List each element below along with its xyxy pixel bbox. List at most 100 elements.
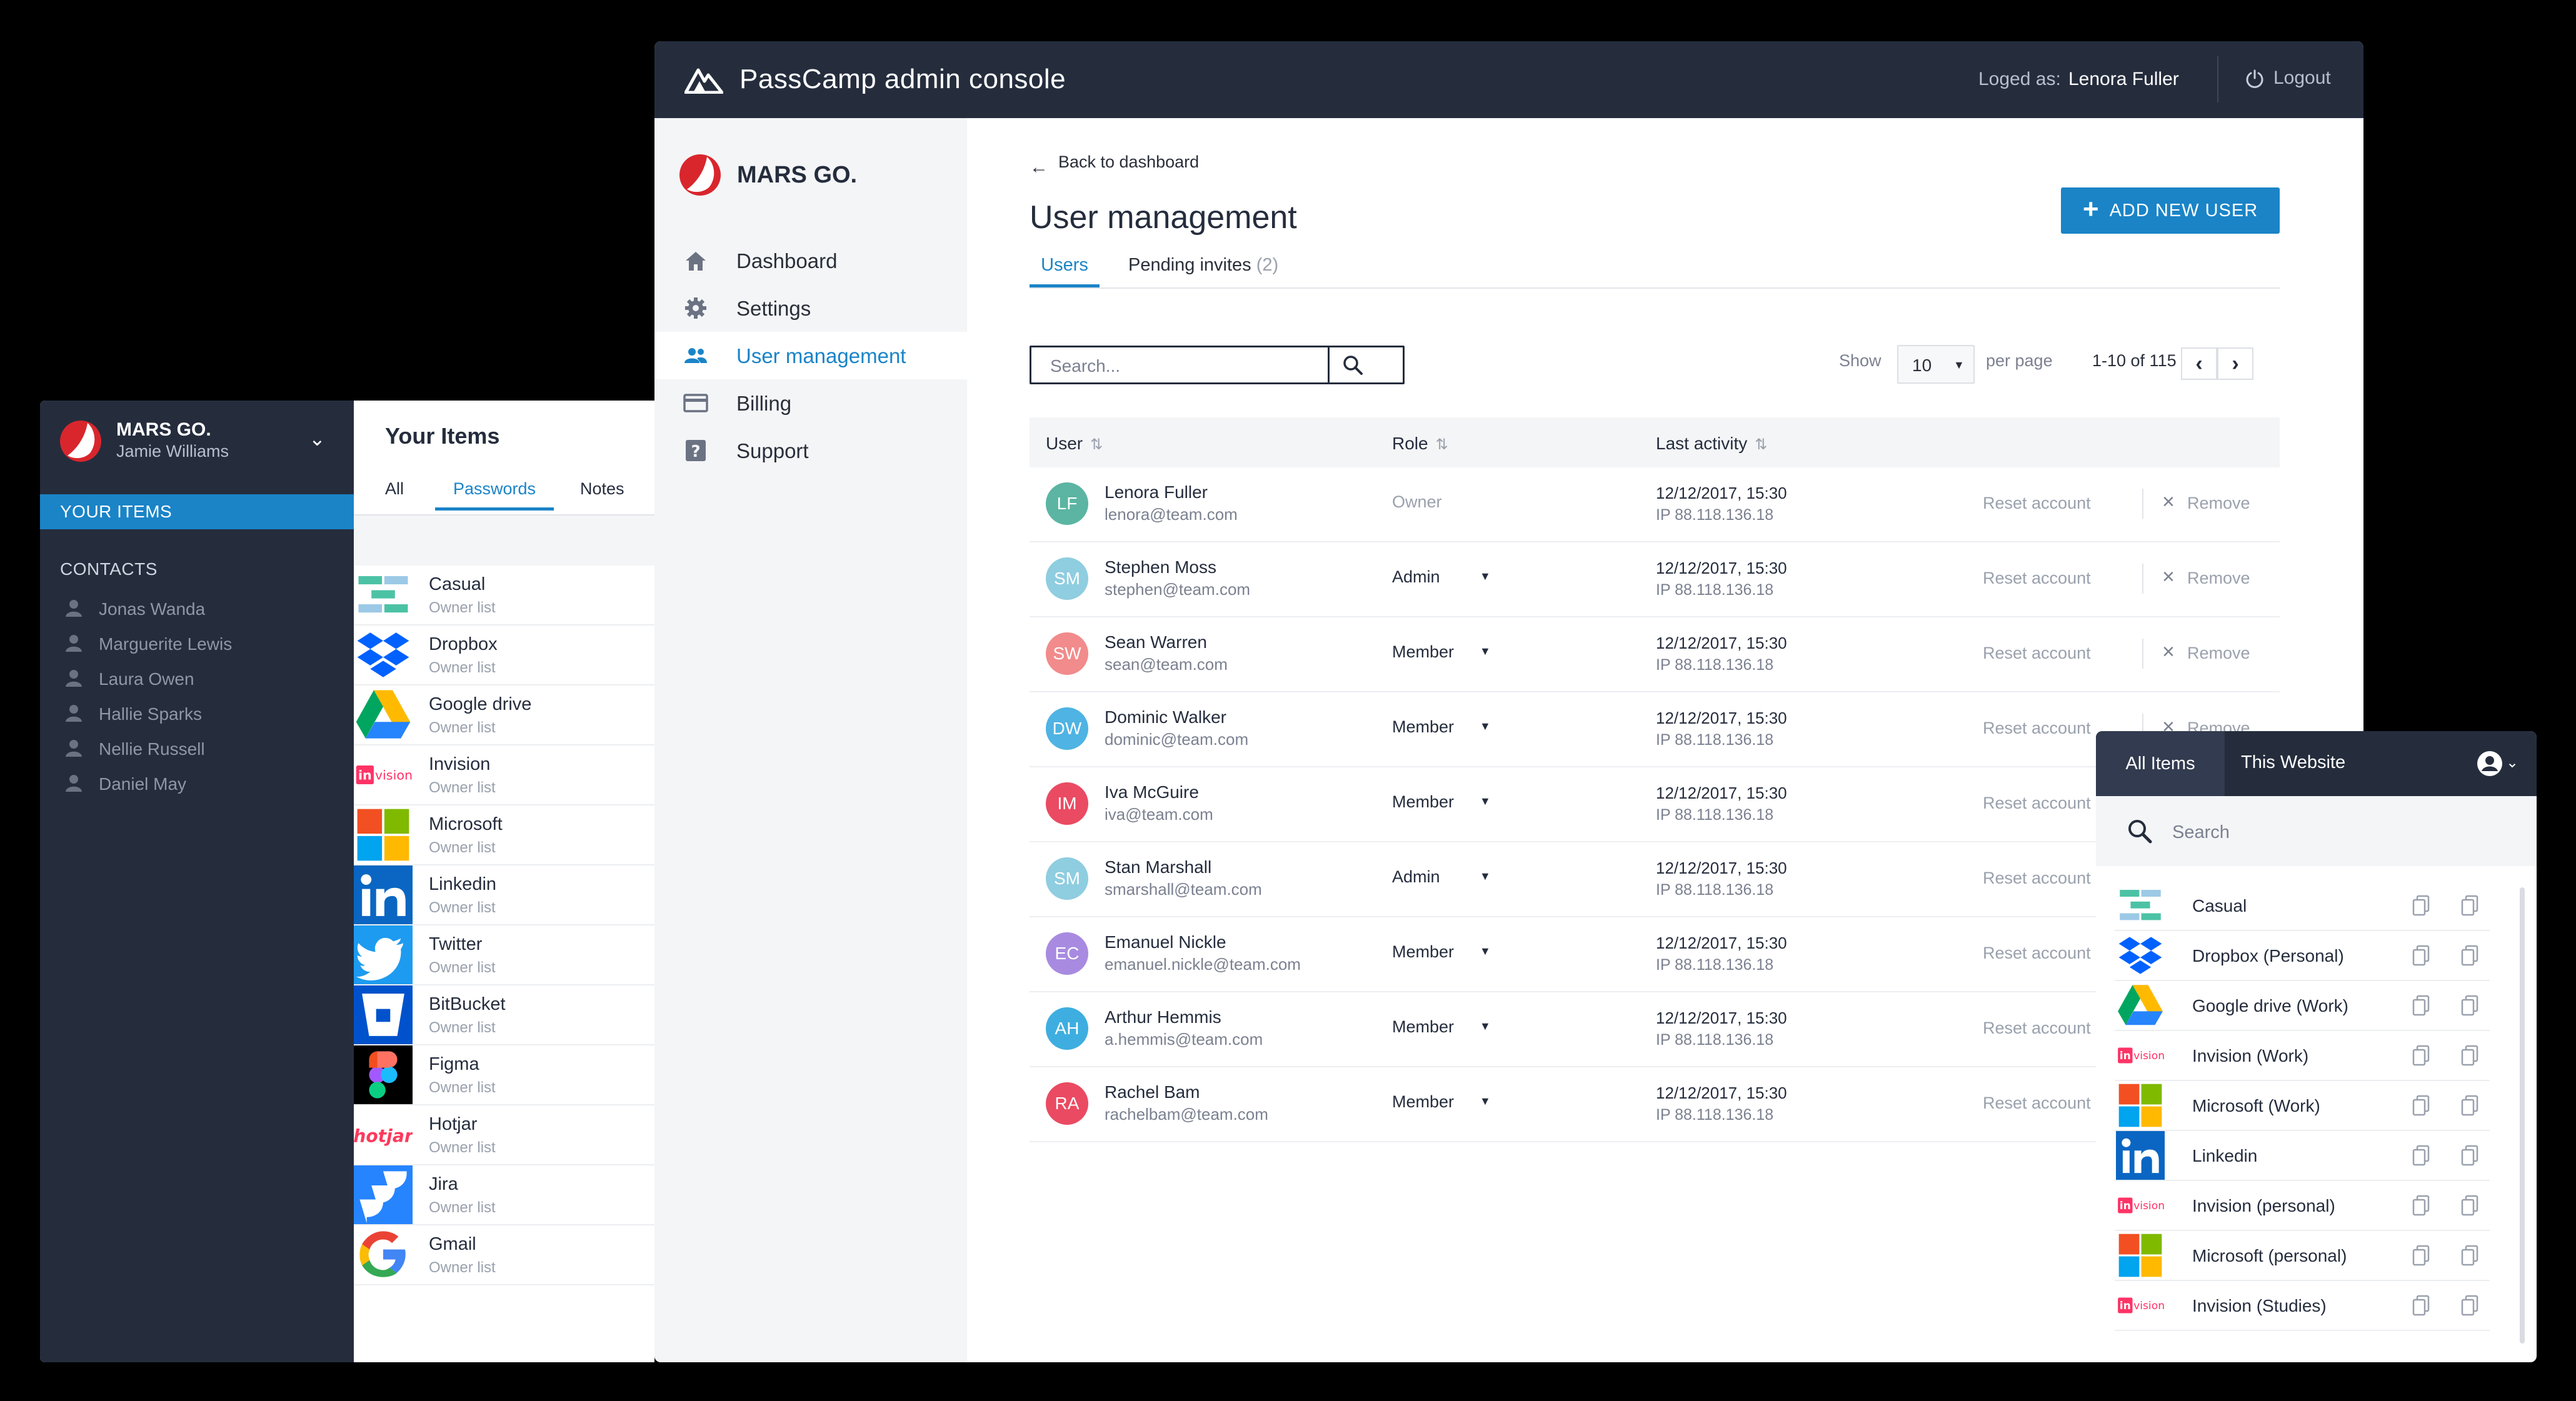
copy-password-icon[interactable]: [2461, 1245, 2478, 1266]
column-last-activity[interactable]: Last activity ⇅: [1656, 434, 1767, 454]
copy-password-icon[interactable]: [2461, 1095, 2478, 1116]
extension-item[interactable]: in vision Invision (Studies): [2115, 1281, 2490, 1331]
next-page-button[interactable]: ›: [2217, 347, 2253, 380]
caret-down-icon[interactable]: ▼: [1480, 570, 1491, 582]
tab-pending-invites[interactable]: Pending invites (2): [1128, 255, 1278, 276]
role-select[interactable]: Member: [1392, 792, 1455, 811]
vault-item[interactable]: Google drive Owner list: [354, 686, 654, 745]
back-arrow-icon[interactable]: ←: [1030, 157, 1048, 177]
copy-password-icon[interactable]: [2461, 1295, 2478, 1316]
vault-item[interactable]: BitBucket Owner list: [354, 985, 654, 1045]
copy-username-icon[interactable]: [2412, 1195, 2430, 1216]
extension-item[interactable]: in vision Invision (Work): [2115, 1031, 2490, 1081]
copy-username-icon[interactable]: [2412, 995, 2430, 1016]
role-select[interactable]: Member: [1392, 717, 1455, 736]
vault-item[interactable]: Figma Owner list: [354, 1045, 654, 1105]
extension-search-input[interactable]: Search: [2172, 822, 2230, 842]
caret-down-icon[interactable]: ▼: [1480, 1020, 1491, 1032]
column-user[interactable]: User ⇅: [1046, 434, 1103, 454]
extension-item[interactable]: Microsoft (Work): [2115, 1081, 2490, 1131]
reset-account-button[interactable]: Reset account: [1983, 794, 2091, 812]
tab-passwords[interactable]: Passwords: [435, 479, 554, 511]
copy-username-icon[interactable]: [2412, 1095, 2430, 1116]
vault-item[interactable]: Twitter Owner list: [354, 925, 654, 985]
reset-account-button[interactable]: Reset account: [1983, 1094, 2091, 1112]
vault-item[interactable]: hotjar Hotjar Owner list: [354, 1105, 654, 1165]
extension-item[interactable]: Microsoft (personal): [2115, 1231, 2490, 1281]
reset-account-button[interactable]: Reset account: [1983, 869, 2091, 887]
user-account-icon[interactable]: [2476, 750, 2503, 777]
sidebar-item-settings[interactable]: Settings: [654, 284, 967, 332]
extension-item[interactable]: Dropbox (Personal): [2115, 931, 2490, 981]
vault-item[interactable]: Gmail Owner list: [354, 1225, 654, 1285]
copy-password-icon[interactable]: [2461, 1195, 2478, 1216]
sidebar-item-support[interactable]: ? Support: [654, 427, 967, 474]
close-icon[interactable]: ×: [2162, 490, 2175, 514]
extension-item[interactable]: Casual: [2115, 881, 2490, 931]
copy-username-icon[interactable]: [2412, 1145, 2430, 1166]
reset-account-button[interactable]: Reset account: [1983, 569, 2091, 587]
role-select[interactable]: Member: [1392, 942, 1455, 961]
sidebar-item-dashboard[interactable]: Dashboard: [654, 237, 967, 284]
prev-page-button[interactable]: ‹: [2181, 347, 2217, 380]
power-icon[interactable]: [2245, 69, 2265, 89]
copy-username-icon[interactable]: [2412, 1245, 2430, 1266]
add-new-user-button[interactable]: + ADD NEW USER: [2061, 187, 2280, 234]
caret-down-icon[interactable]: ▼: [1480, 945, 1491, 957]
caret-down-icon[interactable]: ▼: [1480, 720, 1491, 732]
role-select[interactable]: Member: [1392, 642, 1455, 661]
column-role[interactable]: Role ⇅: [1392, 434, 1448, 454]
role-select[interactable]: Admin: [1392, 867, 1440, 886]
role-select[interactable]: Member: [1392, 1017, 1455, 1036]
copy-password-icon[interactable]: [2461, 945, 2478, 966]
copy-password-icon[interactable]: [2461, 1145, 2478, 1166]
tab-all-items[interactable]: All Items: [2096, 731, 2225, 796]
caret-down-icon[interactable]: ▼: [1480, 1095, 1491, 1107]
sidebar-item-your-items[interactable]: YOUR ITEMS: [40, 494, 354, 529]
logout-button[interactable]: Logout: [2273, 67, 2331, 88]
reset-account-button[interactable]: Reset account: [1983, 1019, 2091, 1037]
search-input[interactable]: Search...: [1050, 356, 1121, 376]
copy-username-icon[interactable]: [2412, 1295, 2430, 1316]
caret-down-icon[interactable]: ▼: [1480, 870, 1491, 882]
chevron-down-icon[interactable]: ⌄: [309, 427, 326, 450]
extension-item[interactable]: in vision Invision (personal): [2115, 1181, 2490, 1231]
vault-item[interactable]: Jira Owner list: [354, 1165, 654, 1225]
sidebar-item-billing[interactable]: Billing: [654, 379, 967, 427]
role-select[interactable]: Admin: [1392, 567, 1440, 586]
vault-item[interactable]: Dropbox Owner list: [354, 626, 654, 686]
search-button[interactable]: [1328, 346, 1375, 384]
sidebar-item-user-management[interactable]: User management: [654, 332, 967, 379]
tab-this-website[interactable]: This Website: [2241, 752, 2346, 772]
remove-button[interactable]: Remove: [2187, 494, 2250, 512]
copy-password-icon[interactable]: [2461, 895, 2478, 916]
copy-username-icon[interactable]: [2412, 895, 2430, 916]
caret-down-icon[interactable]: ▼: [1480, 645, 1491, 657]
back-to-dashboard-link[interactable]: Back to dashboard: [1058, 152, 1200, 171]
tab-notes[interactable]: Notes: [580, 479, 624, 498]
close-icon[interactable]: ×: [2162, 640, 2175, 664]
remove-button[interactable]: Remove: [2187, 569, 2250, 587]
vault-item[interactable]: Casual Owner list: [354, 566, 654, 626]
vault-item[interactable]: Microsoft Owner list: [354, 805, 654, 865]
vault-item[interactable]: Linkedin Owner list: [354, 865, 654, 925]
vault-item[interactable]: in vision Invision Owner list: [354, 745, 654, 805]
reset-account-button[interactable]: Reset account: [1983, 944, 2091, 962]
chevron-down-icon[interactable]: ⌄: [2506, 754, 2519, 771]
remove-button[interactable]: Remove: [2187, 644, 2250, 662]
tab-all[interactable]: All: [385, 479, 404, 498]
copy-password-icon[interactable]: [2461, 995, 2478, 1016]
reset-account-button[interactable]: Reset account: [1983, 494, 2091, 512]
scrollbar[interactable]: [2520, 887, 2525, 1344]
reset-account-button[interactable]: Reset account: [1983, 644, 2091, 662]
close-icon[interactable]: ×: [2162, 565, 2175, 589]
per-page-select[interactable]: 10 ▼: [1897, 345, 1975, 384]
extension-item[interactable]: Linkedin: [2115, 1131, 2490, 1181]
extension-item[interactable]: Google drive (Work): [2115, 981, 2490, 1031]
tab-users[interactable]: Users: [1030, 255, 1100, 287]
copy-username-icon[interactable]: [2412, 945, 2430, 966]
role-select[interactable]: Member: [1392, 1092, 1455, 1111]
caret-down-icon[interactable]: ▼: [1480, 795, 1491, 807]
copy-username-icon[interactable]: [2412, 1045, 2430, 1066]
copy-password-icon[interactable]: [2461, 1045, 2478, 1066]
